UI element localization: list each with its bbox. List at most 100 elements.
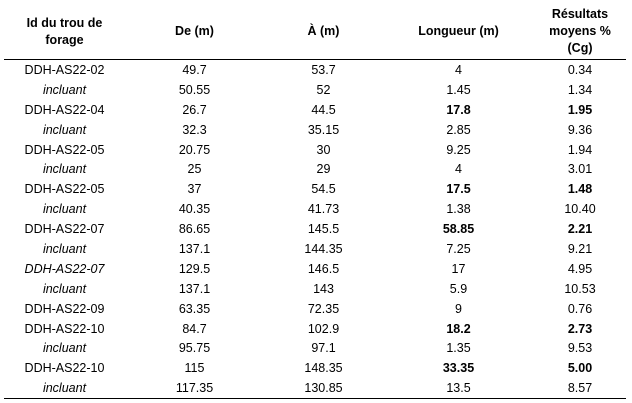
cell-hole-id: DDH-AS22-07 (24, 222, 105, 237)
cell-hole-id: DDH-AS22-05 (24, 142, 105, 157)
table-body: DDH-AS22-02 49.7 53.7 4 0.34 incluant 50.55 52 1… (4, 60, 626, 400)
cell-average-result: 0.76 (567, 301, 593, 316)
cell-from: 84.7 (182, 321, 207, 336)
cell-average-result: 9.53 (567, 341, 593, 356)
cell-average-result: 2.21 (567, 222, 593, 237)
cell-from: 95.75 (178, 341, 211, 356)
drill-results-table: Id du trou de forage De (m) À (m) Longue… (4, 4, 626, 400)
cell-average-result: 10.53 (564, 281, 596, 296)
table-header: Id du trou de forage De (m) À (m) Longue… (4, 4, 626, 60)
header-average-results: Résultats moyens % (Cg) (534, 4, 626, 60)
cell-length: 7.25 (446, 241, 471, 256)
table-row: DDH-AS22-05 20.75 30 9.25 1.94 (4, 140, 626, 160)
cell-average-result: 5.00 (567, 361, 593, 376)
cell-average-result: 1.94 (567, 142, 593, 157)
cell-from: 137.1 (178, 241, 211, 256)
table-row: incluant 40.35 41.73 1.38 10.40 (4, 199, 626, 219)
cell-to: 53.7 (311, 62, 336, 77)
header-from: De (m) (125, 4, 264, 60)
cell-average-result: 2.73 (567, 321, 593, 336)
cell-to: 30 (316, 142, 331, 157)
cell-from: 115 (184, 361, 205, 376)
cell-to: 29 (316, 162, 331, 177)
cell-hole-id: incluant (42, 202, 87, 217)
cell-hole-id: DDH-AS22-07 (24, 261, 105, 276)
table-row: DDH-AS22-02 49.7 53.7 4 0.34 (4, 60, 626, 80)
cell-from: 137.1 (178, 281, 211, 296)
cell-average-result: 0.34 (567, 62, 593, 77)
cell-length: 17.8 (446, 102, 471, 117)
table-row: incluant 117.35 130.85 13.5 8.57 (4, 378, 626, 400)
cell-from: 40.35 (178, 202, 211, 217)
cell-hole-id: DDH-AS22-10 (24, 321, 105, 336)
cell-length: 17.5 (446, 182, 471, 197)
cell-average-result: 9.21 (567, 241, 593, 256)
cell-from: 50.55 (178, 82, 211, 97)
cell-to: 52 (316, 82, 331, 97)
cell-from: 86.65 (178, 222, 211, 237)
cell-from: 20.75 (178, 142, 211, 157)
cell-hole-id: DDH-AS22-02 (24, 62, 105, 77)
table-row: DDH-AS22-09 63.35 72.35 9 0.76 (4, 299, 626, 319)
cell-to: 145.5 (307, 222, 340, 237)
cell-length: 1.38 (446, 202, 471, 217)
cell-average-result: 1.34 (567, 82, 593, 97)
cell-hole-id: incluant (42, 162, 87, 177)
header-hole-id: Id du trou de forage (4, 4, 125, 60)
cell-average-result: 4.95 (567, 261, 593, 276)
cell-length: 1.35 (446, 341, 471, 356)
cell-length: 9.25 (446, 142, 471, 157)
table-row: incluant 32.3 35.15 2.85 9.36 (4, 120, 626, 140)
cell-to: 148.35 (304, 361, 343, 376)
cell-to: 72.35 (307, 301, 340, 316)
cell-hole-id: incluant (4, 378, 125, 400)
cell-to: 54.5 (311, 182, 336, 197)
cell-from: 37 (187, 182, 202, 197)
cell-length: 58.85 (442, 222, 475, 237)
cell-average-result: 9.36 (567, 122, 593, 137)
cell-from: 25 (187, 162, 202, 177)
cell-from: 32.3 (182, 122, 207, 137)
cell-from: 49.7 (182, 62, 207, 77)
table-row: DDH-AS22-05 37 54.5 17.5 1.48 (4, 179, 626, 199)
table-row: DDH-AS22-04 26.7 44.5 17.8 1.95 (4, 100, 626, 120)
cell-length: 1.45 (446, 82, 471, 97)
cell-from: 26.7 (182, 102, 207, 117)
cell-average-result: 3.01 (567, 162, 593, 177)
table-row: DDH-AS22-07 129.5 146.5 17 4.95 (4, 259, 626, 279)
cell-hole-id: DDH-AS22-09 (24, 301, 105, 316)
cell-average-result: 1.48 (567, 182, 593, 197)
cell-from: 63.35 (178, 301, 211, 316)
cell-to: 130.85 (264, 378, 383, 400)
cell-to: 35.15 (307, 122, 340, 137)
header-to: À (m) (264, 4, 383, 60)
table-row: incluant 137.1 144.35 7.25 9.21 (4, 239, 626, 259)
cell-average-result: 10.40 (564, 202, 596, 217)
cell-length: 2.85 (446, 122, 471, 137)
header-row: Id du trou de forage De (m) À (m) Longue… (4, 4, 626, 60)
header-length: Longueur (m) (383, 4, 534, 60)
cell-hole-id: DDH-AS22-10 (24, 361, 105, 376)
table-row: incluant 25 29 4 3.01 (4, 159, 626, 179)
cell-hole-id: DDH-AS22-04 (24, 102, 105, 117)
cell-hole-id: incluant (42, 241, 87, 256)
cell-to: 44.5 (311, 102, 336, 117)
cell-average-result: 1.95 (567, 102, 593, 117)
cell-length: 13.5 (383, 378, 534, 400)
cell-hole-id: incluant (42, 341, 87, 356)
table-row: incluant 50.55 52 1.45 1.34 (4, 80, 626, 100)
cell-hole-id: incluant (42, 82, 87, 97)
cell-from: 129.5 (178, 261, 211, 276)
cell-length: 17 (451, 261, 466, 276)
cell-length: 4 (455, 162, 462, 177)
cell-length: 5.9 (449, 281, 468, 296)
cell-to: 144.35 (304, 241, 343, 256)
cell-hole-id: incluant (42, 281, 87, 296)
cell-to: 41.73 (307, 202, 340, 217)
cell-to: 97.1 (311, 341, 336, 356)
cell-to: 102.9 (307, 321, 340, 336)
cell-length: 18.2 (446, 321, 471, 336)
table-row: DDH-AS22-07 86.65 145.5 58.85 2.21 (4, 219, 626, 239)
cell-to: 143 (313, 281, 334, 296)
